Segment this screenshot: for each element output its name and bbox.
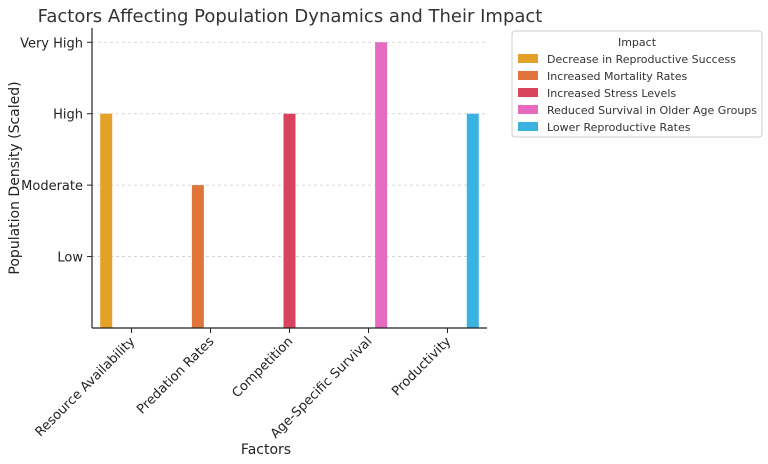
legend-entry-label: Increased Mortality Rates <box>547 70 687 83</box>
legend-entry-label: Decrease in Reproductive Success <box>547 53 736 66</box>
bar-competition <box>283 113 296 328</box>
legend-entry-label: Lower Reproductive Rates <box>547 121 691 134</box>
y-tick-label: Low <box>57 251 83 266</box>
legend-swatch <box>518 122 538 131</box>
y-tick-label: Very High <box>20 36 83 51</box>
x-tick-label: Predation Rates <box>134 334 217 417</box>
x-tick-label: Resource Availability <box>33 334 139 440</box>
legend-box <box>511 30 763 138</box>
legend-swatch <box>518 54 538 63</box>
legend-entry-label: Reduced Survival in Older Age Groups <box>547 104 757 117</box>
legend-swatch <box>518 71 538 80</box>
legend-title: Impact <box>618 36 657 49</box>
y-ticks: Low Moderate High Very High <box>20 36 92 266</box>
y-axis-label: Population Density (Scaled) <box>7 81 23 274</box>
chart-title: Factors Affecting Population Dynamics an… <box>38 6 543 27</box>
x-tick-label: Productivity <box>389 334 454 399</box>
bar-resource-availability <box>100 113 113 328</box>
legend-swatch <box>518 88 538 97</box>
x-axis-label: Factors <box>241 442 291 458</box>
bar-predation-rates <box>191 185 204 328</box>
x-tick-label: Competition <box>229 334 296 401</box>
legend-swatch <box>518 105 538 114</box>
y-tick-label: Moderate <box>21 179 83 194</box>
legend: Impact Decrease in Reproductive Success I… <box>511 30 763 138</box>
bar-productivity <box>466 113 479 328</box>
bar-age-specific-survival <box>375 42 388 329</box>
bars <box>100 42 479 329</box>
legend-entry-label: Increased Stress Levels <box>547 87 676 100</box>
y-tick-label: High <box>53 108 83 123</box>
